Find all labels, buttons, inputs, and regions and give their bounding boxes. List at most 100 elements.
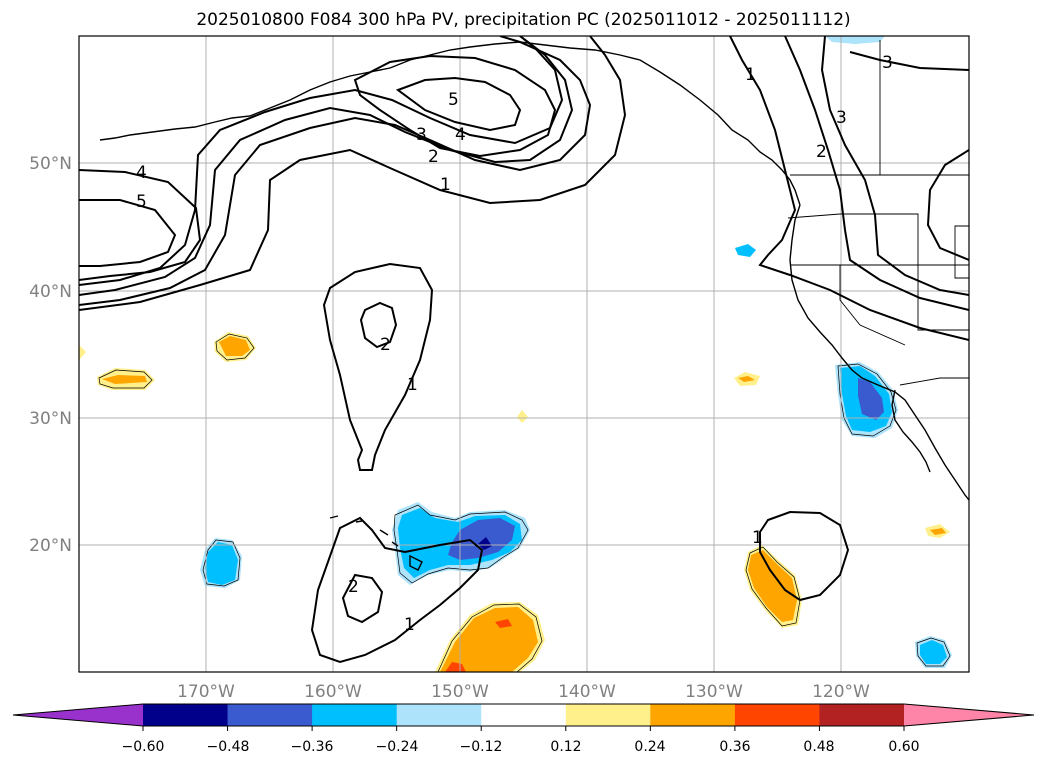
precip-outline [437,603,543,672]
precip-positive-small-2-inner [102,375,147,384]
contour-label: 5 [136,192,147,212]
map-area: 5 4 3 4 5 2 1 2 1 2 1 1 2 3 3 1 [79,36,969,672]
colorbar-segment [734,704,820,726]
coastline-aleutians [99,67,391,141]
coastline-bc-us [789,204,969,501]
colorbar-tick-label: 0.36 [719,739,750,755]
colorbar-tick-label: 0.48 [803,739,834,755]
pv-contour-1-east [759,510,850,602]
pv-contour-1-central [322,262,434,471]
x-axis-labels: 170°W 160°W 150°W 140°W 130°W 120°W [177,682,870,702]
lon-tick-label: 120°W [812,682,870,702]
colorbar-tick-label: −0.12 [460,739,503,755]
colorbar-extend-max [904,704,1034,726]
hawaii-islands [329,515,423,571]
colorbar-tick-label: −0.48 [207,739,250,755]
lon-tick-label: 170°W [177,682,235,702]
lon-tick-label: 130°W [685,682,743,702]
precip-negative-baja-core [858,378,884,420]
lon-tick-label: 160°W [304,682,362,702]
precip-positive-small-4-inner [930,528,946,535]
contour-label: 3 [882,53,893,73]
colorbar-tick-label: −0.24 [376,739,419,755]
contour-label: 2 [380,335,391,355]
precip-negative-small-1 [735,244,756,257]
precip-positive-south-core-2 [495,619,512,628]
contour-label: 1 [440,175,451,195]
colorbar-tick-label: −0.36 [291,739,334,755]
lon-tick-label: 140°W [558,682,616,702]
contour-label: 4 [136,163,147,183]
precip-positive-small-1-inner [219,336,250,356]
contour-label: 1 [745,65,756,85]
pv-contours [79,36,969,664]
lat-tick-label: 20°N [29,536,72,556]
colorbar-segment [819,704,905,726]
precip-negative-north-edge [825,36,885,44]
colorbar-tick-label: −0.60 [122,739,165,755]
colorbar-segment [650,704,736,726]
pv-contour-1-northeast [729,36,969,341]
pv-contour-3-northeast [820,36,969,296]
colorbar-tick-label: 0.60 [888,739,919,755]
pv-contour-5-west [79,199,177,267]
pv-contour-2-northeast [784,36,969,311]
border-states [954,225,969,279]
colorbar [12,703,1035,731]
lat-tick-label: 30°N [29,409,72,429]
colorbar-tick-label: 0.12 [550,739,581,755]
precip-positive-left-edge [79,345,86,360]
precip-outline [393,504,529,584]
colorbar-extend-min [13,704,143,726]
pv-contour-labels: 5 4 3 4 5 2 1 2 1 2 1 1 2 3 3 1 [136,53,893,635]
contour-label: 2 [348,577,359,597]
pv-contour-4-north [353,54,557,158]
pv-contour-3 [79,36,592,306]
pv-contour-5-north [395,76,522,132]
contour-label: 5 [448,90,459,110]
contour-label: 3 [836,108,847,128]
colorbar-labels: −0.60 −0.48 −0.36 −0.24 −0.12 0.12 0.24 … [122,739,920,755]
pv-contour-1-south [310,516,484,664]
precip-positive-east-inner [748,550,797,622]
precip-negative-small-2-inner [920,640,947,664]
colorbar-segment [565,704,651,726]
pv-contour-2-central [359,301,398,349]
contour-label: 3 [416,125,427,145]
border-us-mexico [899,377,969,386]
colorbar-tick-label: 0.24 [634,739,665,755]
precip-outline [202,539,241,587]
precip-negative-west-hawaii-inner [205,542,238,585]
border-states [839,265,906,346]
contour-label: 1 [404,615,415,635]
colorbar-segment [312,704,398,726]
precip-positive-small-5 [517,410,528,423]
coastlines [99,41,969,571]
y-axis-labels: 20°N 30°N 40°N 50°N [29,154,72,556]
lat-tick-label: 50°N [29,154,72,174]
colorbar-segment [396,704,482,726]
precip-positive-south-core [445,662,466,672]
precip-negative-hawaii-max [478,537,492,550]
colorbar-segment [481,704,567,726]
precip-positive-south-inner [440,607,538,672]
contour-label: 2 [816,142,827,162]
precip-outline [98,369,153,389]
pv-contour-4-west [79,169,202,281]
coastline-alaska [389,41,801,206]
contour-label: 2 [428,147,439,167]
map-frame [78,35,970,673]
contour-label: 1 [752,528,763,548]
precip-positive-small-3-inner [738,376,755,382]
pv-contour-3-east-arc [849,51,969,71]
pv-contour-2-south [341,573,384,624]
contour-label: 1 [407,375,418,395]
precip-negative-hawaii-core [448,518,515,560]
colorbar-segment [143,704,229,726]
pv-contour-3-east-blob [926,149,969,261]
precip-outline [916,637,951,667]
contour-label: 4 [455,125,466,145]
precip-outlines [98,333,951,672]
